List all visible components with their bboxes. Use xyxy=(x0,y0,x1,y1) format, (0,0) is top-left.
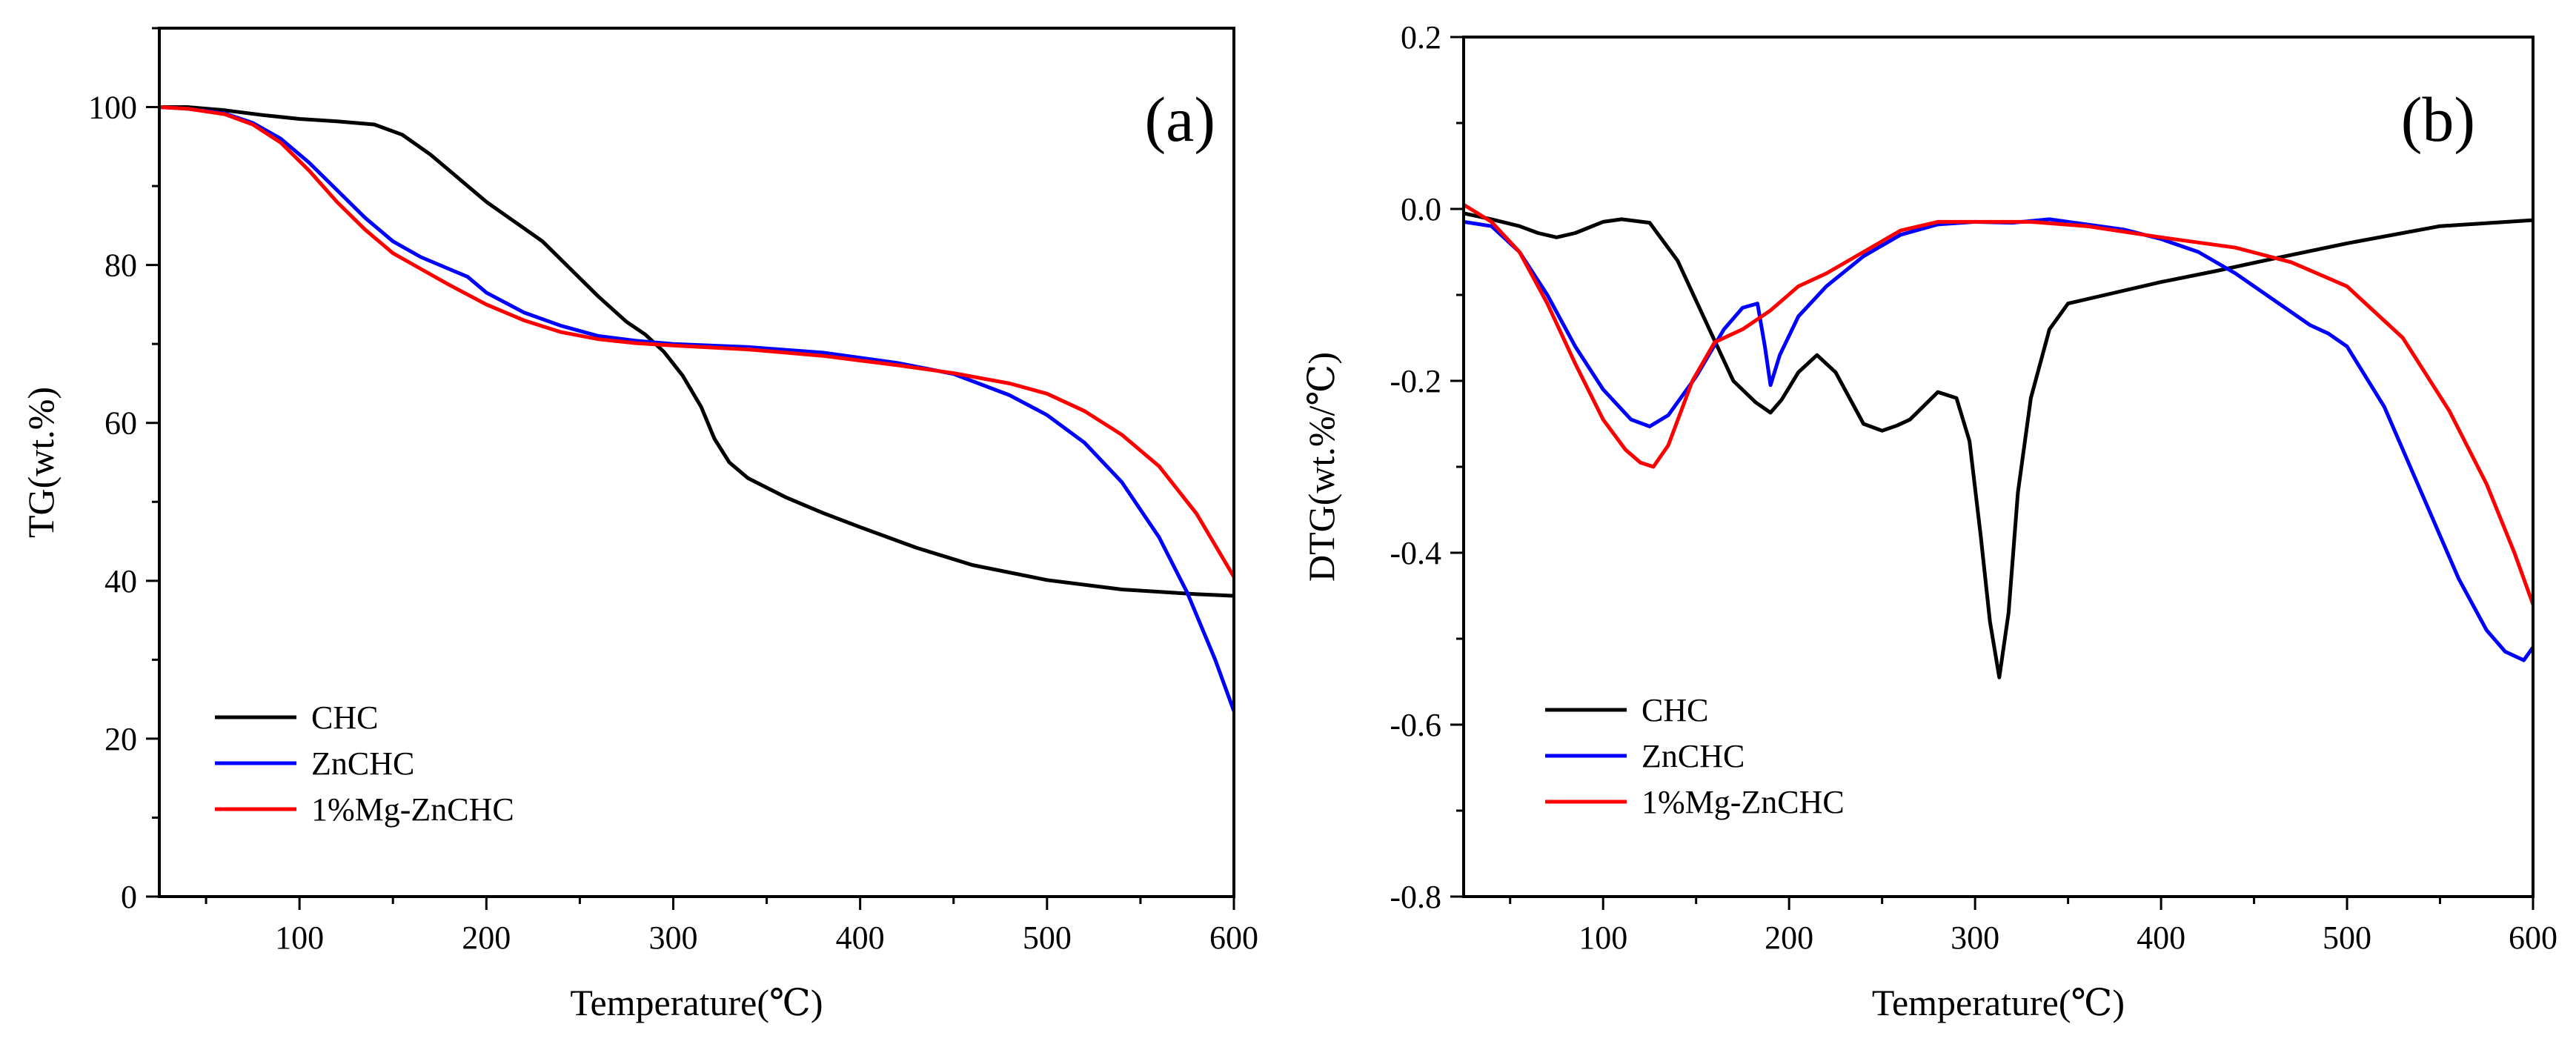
y-tick-label: 40 xyxy=(104,563,137,599)
series-group xyxy=(1464,202,2533,679)
y-tick-label: -0.6 xyxy=(1390,707,1441,743)
series-group xyxy=(159,105,1234,714)
x-tick-label: 400 xyxy=(2137,920,2185,956)
chart-dtg: 100 200 300 400 500 600 -0.8 -0.6 -0.4 -0.2 0.0 0.2… xyxy=(1301,19,2557,1023)
panel-label: (b) xyxy=(2401,84,2475,155)
plot-frame xyxy=(1462,36,2534,898)
legend-label: CHC xyxy=(1641,692,1708,728)
legend-label: ZnCHC xyxy=(311,745,414,782)
legend: CHC ZnCHC 1%Mg-ZnCHC xyxy=(1545,692,1845,820)
series-line-chc xyxy=(159,105,1234,598)
x-tick-label: 200 xyxy=(462,920,511,956)
y-tick-label: -0.8 xyxy=(1390,879,1441,915)
x-tick-label: 100 xyxy=(275,920,324,956)
legend-label: 1%Mg-ZnCHC xyxy=(1641,784,1845,820)
y-tick-label: 0 xyxy=(121,879,137,915)
panel-label: (a) xyxy=(1145,84,1215,155)
legend-label: 1%Mg-ZnCHC xyxy=(311,791,514,828)
y-tick-label: 20 xyxy=(104,721,137,757)
x-axis-label: Temperature(℃) xyxy=(1872,982,2125,1023)
y-axis-label: DTG(wt.%/℃) xyxy=(1301,352,1342,582)
y-tick-label: -0.4 xyxy=(1390,535,1441,571)
y-tick-label: 0.2 xyxy=(1401,19,1441,56)
x-tick-label: 500 xyxy=(1023,920,1072,956)
y-tick-label: 60 xyxy=(104,405,137,442)
legend: CHC ZnCHC 1%Mg-ZnCHC xyxy=(215,699,514,828)
plot-frame xyxy=(158,27,1235,898)
series-line-znchc xyxy=(1464,217,2533,662)
y-axis-label: TG(wt.%) xyxy=(20,387,62,538)
x-tick-label: 100 xyxy=(1579,920,1627,956)
x-tick-label: 600 xyxy=(1209,920,1258,956)
y-tick-label: 100 xyxy=(88,90,137,126)
series-line-znchc xyxy=(159,105,1234,714)
series-line-1-mg-znchc xyxy=(159,105,1234,579)
x-tick-label: 300 xyxy=(648,920,697,956)
x-tick-label: 200 xyxy=(1765,920,1813,956)
chart-tg: 100 200 300 400 500 600 0 20 40 60 80 100 Temperatur… xyxy=(20,27,1258,1023)
series-line-1-mg-znchc xyxy=(1464,202,2533,607)
legend-label: ZnCHC xyxy=(1641,738,1745,774)
x-tick-label: 600 xyxy=(2509,920,2557,956)
y-tick-label: -0.2 xyxy=(1390,363,1441,399)
legend-label: CHC xyxy=(311,699,378,736)
x-tick-label: 300 xyxy=(1951,920,1999,956)
y-tick-label: 80 xyxy=(104,247,137,284)
x-axis-label: Temperature(℃) xyxy=(570,982,823,1023)
series-line-chc xyxy=(1464,211,2533,679)
y-tick-label: 0.0 xyxy=(1401,191,1441,227)
x-tick-label: 500 xyxy=(2323,920,2371,956)
x-tick-label: 400 xyxy=(836,920,885,956)
